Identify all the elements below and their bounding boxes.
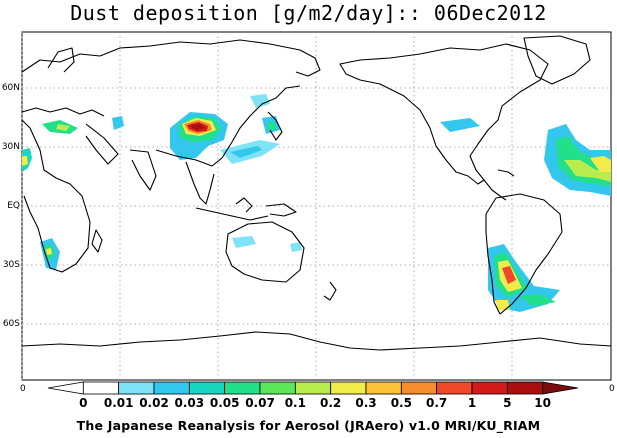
colorbar-swatch xyxy=(259,381,296,395)
colorbar-swatch xyxy=(542,381,579,395)
colorbar-tick-label: 0.1 xyxy=(284,396,306,410)
colorbar-tick-label: 0.02 xyxy=(139,396,169,410)
colorbar-swatch xyxy=(82,381,120,395)
corner-label-right: 0 xyxy=(609,384,615,394)
colorbar-swatch xyxy=(118,381,155,395)
coastlines xyxy=(21,35,612,351)
latitude-label-eq: EQ xyxy=(7,201,20,211)
colorbar-swatch xyxy=(506,381,544,395)
colorbar-tick-label: 1 xyxy=(467,396,477,410)
colorbar-swatch xyxy=(294,381,332,395)
latitude-label-30n: 30N xyxy=(1,142,20,152)
latitude-label-60s: 60S xyxy=(2,319,20,329)
colorbar-tick-label: 0.5 xyxy=(390,396,412,410)
colorbar-swatch xyxy=(400,381,438,395)
colorbar-tick-label: 5 xyxy=(503,396,512,410)
colorbar-swatch xyxy=(224,381,261,395)
latitude-label-60n: 60N xyxy=(1,83,20,93)
corner-label-left: 0 xyxy=(20,384,26,394)
colorbar-tick-label: 0.07 xyxy=(245,396,275,410)
footer-credit: The Japanese Reanalysis for Aerosol (JRA… xyxy=(76,418,541,433)
colorbar-swatch xyxy=(47,381,84,395)
colorbar-tick-label: 0.03 xyxy=(174,396,205,410)
colorbar-tick-label: 0.7 xyxy=(426,396,448,410)
colorbar-tick-label: 0.05 xyxy=(209,396,240,410)
map-title: Dust deposition [g/m2/day]:: 06Dec2012 xyxy=(70,1,547,25)
latitude-label-30s: 30S xyxy=(2,260,20,270)
colorbar-swatch xyxy=(188,381,226,395)
colorbar-swatch xyxy=(365,381,402,395)
colorbar xyxy=(47,381,579,395)
colorbar-tick-label: 0.01 xyxy=(103,396,134,410)
colorbar-swatch xyxy=(471,381,508,395)
colorbar-swatch xyxy=(153,381,190,395)
colorbar-tick-label: 0.2 xyxy=(320,396,342,410)
dust-plumes xyxy=(22,94,611,312)
colorbar-tick-label: 10 xyxy=(534,396,552,410)
colorbar-swatch xyxy=(330,381,367,395)
colorbar-tick-label: 0.3 xyxy=(355,396,377,410)
colorbar-swatch xyxy=(436,381,473,395)
colorbar-tick-label: 0 xyxy=(79,396,88,410)
